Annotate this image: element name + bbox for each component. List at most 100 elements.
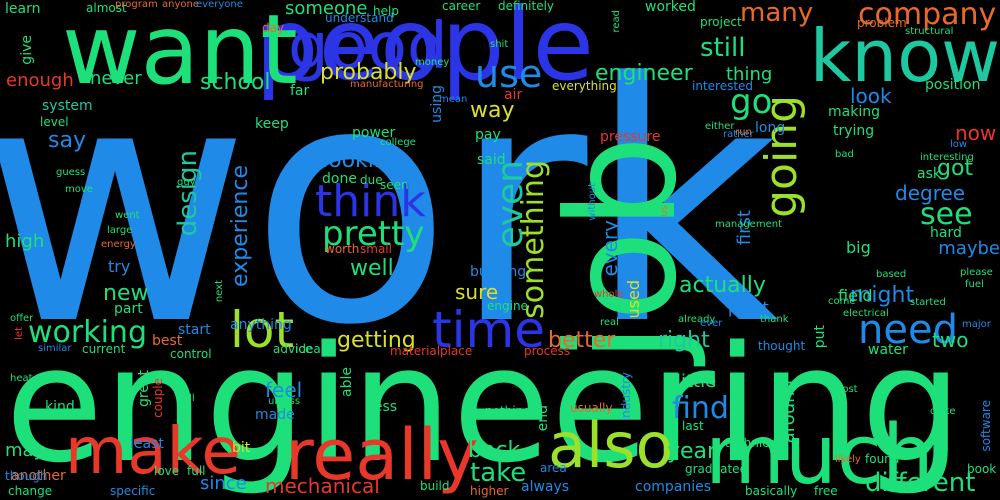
word-move: move bbox=[65, 184, 93, 195]
word-year: year bbox=[667, 439, 717, 464]
word-similar: similar bbox=[38, 343, 72, 354]
word-engine: engine bbox=[487, 299, 528, 313]
word-run: run bbox=[735, 127, 752, 138]
word-day: day bbox=[262, 21, 285, 35]
word-unless: unless bbox=[268, 396, 301, 407]
word-small: small bbox=[360, 242, 392, 256]
word-real: real bbox=[600, 317, 619, 328]
word-program: program bbox=[115, 0, 158, 10]
word-many: many bbox=[740, 0, 814, 28]
word-mean: mean bbox=[439, 94, 468, 105]
word-way: way bbox=[470, 98, 515, 123]
word-either: either bbox=[705, 121, 735, 132]
word-someone: someone bbox=[285, 0, 368, 19]
word-made: made bbox=[255, 407, 295, 423]
word-book: book bbox=[967, 462, 997, 476]
word-much: much bbox=[705, 408, 934, 500]
word-around: around bbox=[778, 380, 799, 444]
word-love: love bbox=[154, 464, 180, 478]
word-tell: tell bbox=[179, 393, 195, 404]
word-point: point bbox=[728, 298, 769, 317]
word-water: water bbox=[868, 342, 908, 358]
word-shit: shit bbox=[490, 39, 509, 50]
word-change: change bbox=[8, 484, 53, 498]
word-management: management bbox=[715, 219, 782, 230]
word-please: please bbox=[960, 267, 993, 278]
word-engineering: engineering bbox=[5, 311, 963, 498]
word-take: take bbox=[470, 458, 527, 488]
word-since: since bbox=[200, 473, 247, 494]
word-well: well bbox=[350, 256, 394, 281]
word-still: still bbox=[700, 33, 746, 63]
word-little: little bbox=[676, 371, 717, 392]
word-long: long bbox=[755, 120, 786, 136]
word-also: also bbox=[548, 409, 674, 482]
word-field: field bbox=[838, 286, 873, 305]
word-found: found bbox=[865, 452, 900, 466]
word-energy: energy bbox=[101, 239, 136, 250]
word-idea: idea bbox=[295, 342, 321, 356]
word-part: part bbox=[114, 301, 143, 317]
word-come: come bbox=[828, 296, 856, 307]
word-far: far bbox=[290, 83, 310, 99]
word-without: without bbox=[587, 183, 598, 221]
word-went: went bbox=[115, 210, 140, 221]
word-higher: higher bbox=[470, 484, 509, 498]
word-trying: trying bbox=[833, 123, 875, 139]
word-full: full bbox=[187, 464, 206, 478]
word-go: go bbox=[730, 82, 773, 122]
word-pressure: pressure bbox=[600, 129, 661, 145]
word-big: big bbox=[846, 238, 871, 257]
word-people: people bbox=[255, 0, 594, 103]
word-almost: almost bbox=[86, 1, 127, 15]
word-try: try bbox=[108, 257, 131, 276]
word-different: different bbox=[865, 468, 976, 498]
word-quite: quite bbox=[930, 406, 956, 417]
word-control: control bbox=[170, 347, 212, 361]
word-money: money bbox=[415, 57, 450, 68]
word-material: material bbox=[390, 344, 441, 358]
word-free: free bbox=[814, 484, 838, 498]
word-last: last bbox=[682, 419, 704, 433]
word-anyone: anyone bbox=[162, 0, 199, 10]
word-really: really bbox=[285, 414, 479, 496]
word-probably: probably bbox=[320, 60, 417, 85]
word-hard: hard bbox=[930, 225, 962, 241]
word-structural: structural bbox=[905, 26, 954, 37]
word-work: work bbox=[0, 13, 779, 397]
word-project: project bbox=[700, 15, 742, 29]
word-air: air bbox=[504, 87, 523, 103]
word-bit: bit bbox=[232, 440, 251, 456]
word-back: back bbox=[468, 438, 521, 463]
word-rather: rather bbox=[723, 129, 754, 140]
word-help: help bbox=[373, 4, 399, 18]
word-know: know bbox=[809, 14, 1000, 98]
word-worth: worth bbox=[325, 242, 360, 256]
word-time: time bbox=[432, 301, 545, 359]
word-got: got bbox=[937, 156, 974, 181]
word-working: working bbox=[28, 315, 147, 350]
word-learn: learn bbox=[5, 1, 41, 17]
word-enough: enough bbox=[6, 70, 74, 91]
word-look: look bbox=[850, 84, 892, 108]
word-keep: keep bbox=[255, 116, 289, 132]
word-better: better bbox=[548, 328, 616, 353]
word-thank: thank bbox=[760, 314, 789, 325]
word-maybe: maybe bbox=[938, 238, 1000, 259]
word-build: build bbox=[420, 479, 450, 493]
word-electrical: electrical bbox=[843, 308, 889, 319]
word-everyone: everyone bbox=[196, 0, 243, 10]
word-current: current bbox=[82, 342, 126, 356]
word-place: place bbox=[440, 344, 473, 358]
word-two: two bbox=[932, 328, 969, 352]
word-heat: heat bbox=[10, 373, 33, 384]
word-anything: anything bbox=[230, 317, 292, 333]
word-understand: understand bbox=[325, 11, 394, 25]
word-company: company bbox=[858, 0, 997, 32]
word-offer: offer bbox=[10, 313, 34, 324]
word-guy: guy bbox=[177, 177, 196, 188]
word-whole: whole bbox=[594, 289, 624, 300]
word-say: say bbox=[48, 128, 86, 153]
word-mechanical: mechanical bbox=[265, 474, 380, 498]
